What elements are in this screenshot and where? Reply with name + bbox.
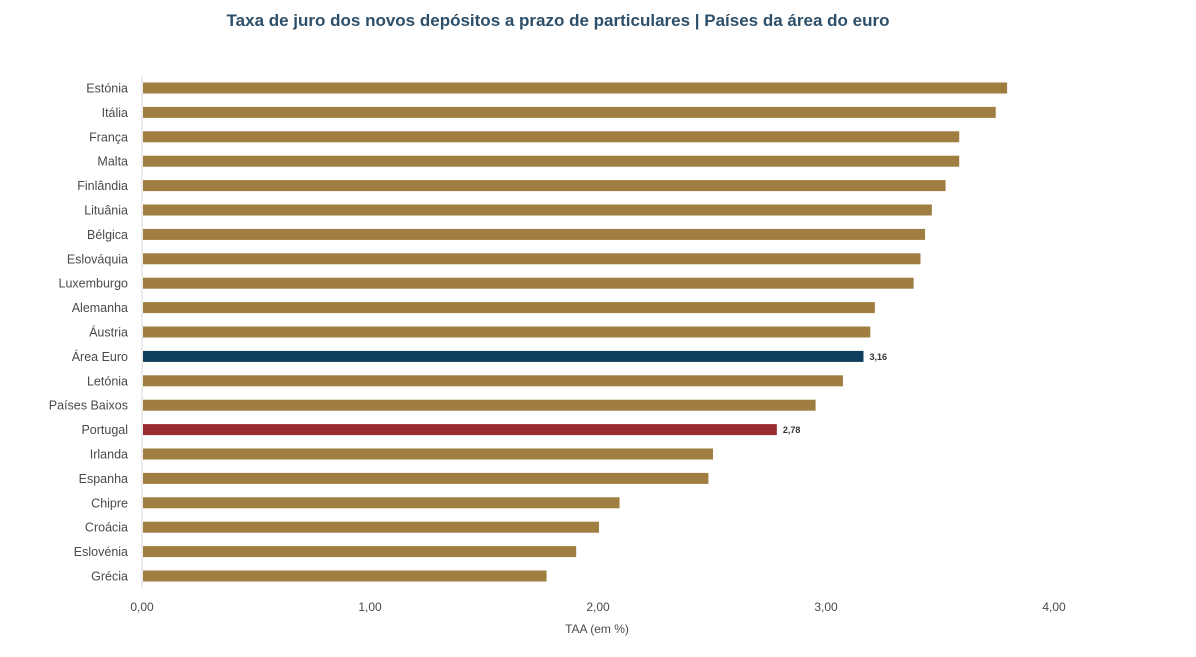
x-axis-title: TAA (em %) — [565, 622, 629, 636]
category-label-estonia: Estónia — [86, 82, 128, 96]
bar-austria — [143, 326, 871, 338]
bar-luxemburgo — [143, 277, 914, 289]
x-tick-label-0: 0,00 — [130, 600, 154, 614]
category-label-irlanda: Irlanda — [90, 448, 128, 462]
category-label-eslovaquia: Eslováquia — [67, 252, 128, 266]
bar-area-euro — [143, 350, 864, 362]
category-label-eslovenia: Eslovénia — [74, 545, 128, 559]
category-label-franca: França — [89, 130, 128, 144]
bar-estonia — [143, 82, 1008, 94]
bar-alemanha — [143, 302, 875, 314]
category-label-area-euro: Área Euro — [72, 349, 128, 364]
plot-area: Estónia Itália França Malta Finlândia Lituâni… — [49, 76, 1066, 614]
bar-portugal — [143, 424, 777, 436]
x-tick-label-2: 2,00 — [586, 600, 610, 614]
bar-espanha — [143, 472, 709, 484]
category-label-belgica: Bélgica — [87, 228, 128, 242]
category-label-alemanha: Alemanha — [72, 301, 128, 315]
chart-title: Taxa de juro dos novos depósitos a prazo… — [226, 11, 890, 30]
bar-paises-baixos — [143, 399, 816, 411]
category-label-chipre: Chipre — [91, 496, 128, 510]
category-label-croacia: Croácia — [85, 521, 128, 535]
bar-eslovenia — [143, 546, 577, 558]
bar-letonia — [143, 375, 843, 387]
bar-eslovaquia — [143, 253, 921, 265]
category-label-paises-baixos: Países Baixos — [49, 399, 128, 413]
category-label-finlandia: Finlândia — [77, 179, 128, 193]
category-label-italia: Itália — [102, 106, 128, 120]
category-label-espanha: Espanha — [79, 472, 128, 486]
category-label-austria: Áustria — [89, 325, 128, 340]
bar-croacia — [143, 521, 599, 533]
category-label-letonia: Letónia — [87, 374, 128, 388]
bar-lituania — [143, 204, 932, 216]
category-label-malta: Malta — [97, 155, 128, 169]
bar-chipre — [143, 497, 620, 509]
bar-belgica — [143, 228, 926, 240]
x-tick-label-4: 4,00 — [1042, 600, 1066, 614]
data-label-portugal: 2,78 — [783, 425, 801, 435]
category-label-lituania: Lituânia — [84, 204, 128, 218]
data-label-area-euro: 3,16 — [869, 352, 887, 362]
bar-grecia — [143, 570, 547, 582]
bar-finlandia — [143, 180, 946, 192]
bar-italia — [143, 106, 996, 118]
bar-franca — [143, 131, 960, 143]
category-label-portugal: Portugal — [81, 423, 128, 437]
category-label-luxemburgo: Luxemburgo — [59, 277, 129, 291]
category-label-grecia: Grécia — [91, 570, 128, 584]
bar-irlanda — [143, 448, 713, 460]
x-tick-label-1: 1,00 — [358, 600, 382, 614]
x-tick-label-3: 3,00 — [814, 600, 838, 614]
bar-malta — [143, 155, 960, 167]
